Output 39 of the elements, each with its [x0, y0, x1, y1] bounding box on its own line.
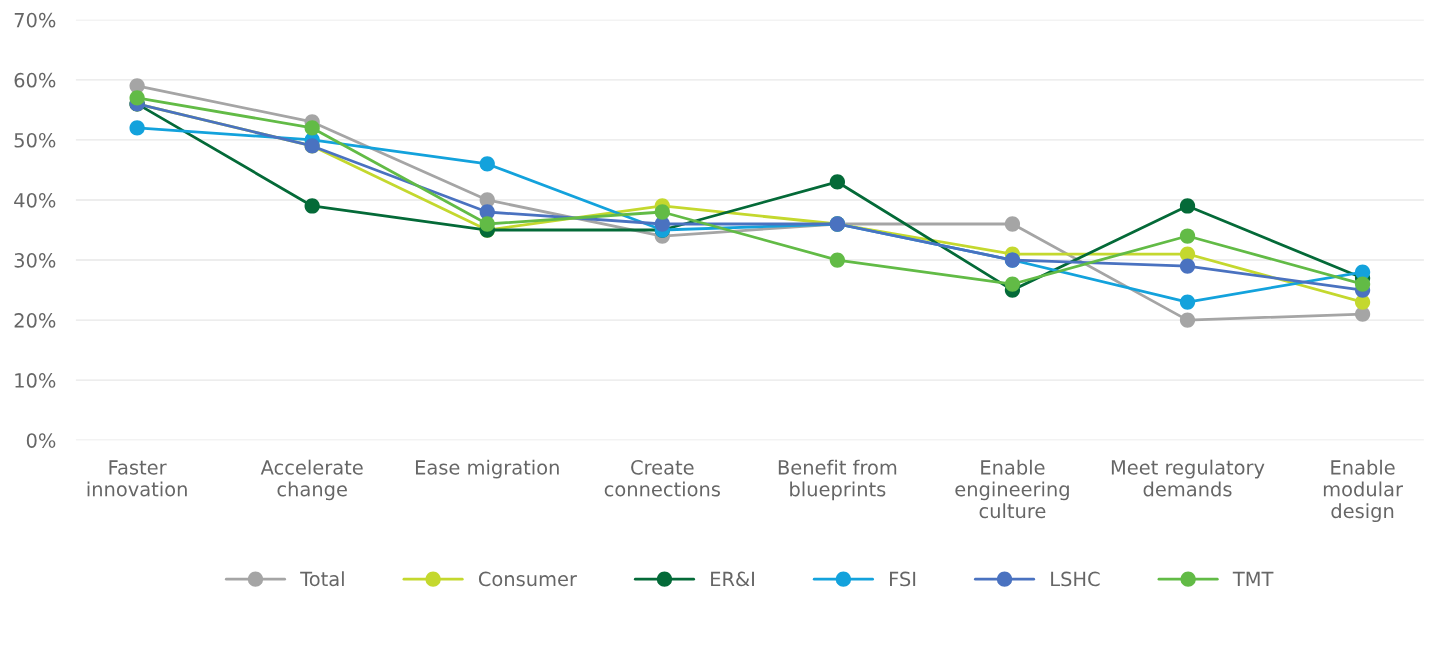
- legend-label: Consumer: [478, 571, 577, 587]
- y-tick-label: 60%: [14, 72, 56, 88]
- point: [1179, 312, 1196, 328]
- x-tick-label: Ease migration: [416, 459, 559, 479]
- x-tick-label: Enable engineering culture: [955, 459, 1069, 519]
- y-tick-label: 40%: [14, 192, 56, 208]
- point: [304, 120, 320, 136]
- point: [1354, 276, 1371, 292]
- point: [304, 198, 320, 214]
- point: [1179, 258, 1196, 274]
- point: [1004, 276, 1021, 292]
- y-tick-label: 20%: [14, 313, 56, 328]
- point: [1179, 294, 1196, 310]
- x-tick-label: Accelerate change: [260, 459, 363, 501]
- point: [829, 252, 846, 268]
- point: [1179, 228, 1196, 244]
- legend-label: Total: [300, 571, 344, 587]
- point: [1179, 198, 1196, 214]
- legend-label: TMT: [1232, 571, 1274, 587]
- legend-label: ER&I: [711, 571, 754, 587]
- x-tick-label: Enable modular design: [1323, 459, 1403, 523]
- y-tick-label: 10%: [15, 373, 56, 388]
- point: [129, 120, 145, 136]
- y-tick-label: 0%: [26, 433, 56, 448]
- point: [1004, 216, 1021, 232]
- y-tick-label: 30%: [14, 253, 56, 268]
- point: [479, 156, 495, 172]
- x-tick-label: Create connections: [604, 460, 720, 497]
- x-tick-label: Faster innovation: [87, 460, 187, 497]
- point: [129, 90, 145, 106]
- y-tick-label: 50%: [14, 132, 56, 148]
- x-tick-label: Meet regulatory demands: [1111, 459, 1265, 497]
- x-tick-label: Benefit from blueprints: [778, 459, 897, 501]
- legend-label: LSHC: [1051, 571, 1100, 587]
- point: [654, 204, 670, 220]
- y-tick-label: 70%: [14, 12, 56, 28]
- point: [479, 216, 495, 232]
- legend-label: FSI: [890, 571, 916, 587]
- point: [829, 174, 846, 190]
